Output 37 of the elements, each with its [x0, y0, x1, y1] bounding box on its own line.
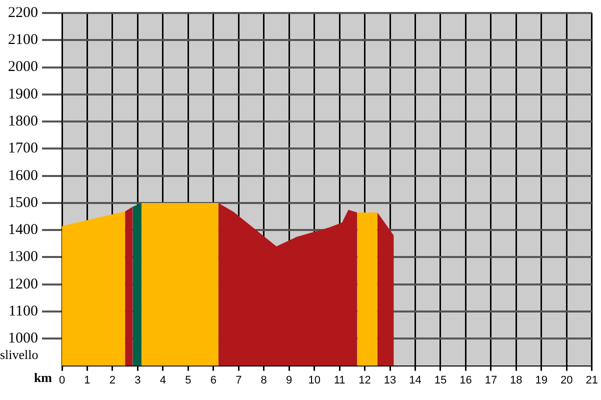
x-tick-label: 4: [160, 374, 166, 386]
x-tick-label: 16: [460, 374, 472, 386]
y-tick-label: 2200: [8, 4, 38, 21]
x-tick-label: 19: [535, 374, 548, 386]
x-tick-label: 12: [358, 374, 371, 386]
y-tick-label: 1200: [8, 276, 38, 292]
x-tick-label: 2: [109, 374, 116, 386]
x-tick-label: 10: [308, 374, 320, 386]
y-tick-label: 2000: [8, 59, 38, 76]
x-tick-label: 11: [334, 374, 346, 386]
x-tick-label: 3: [134, 374, 141, 386]
x-tick-label: 15: [434, 374, 447, 386]
y-axis-title: slivello: [0, 347, 38, 362]
y-tick-label: 2100: [8, 32, 38, 48]
x-tick-label: 17: [484, 374, 498, 386]
x-tick-label: 1: [84, 374, 90, 386]
x-tick-label: 5: [185, 374, 192, 386]
x-tick-label: 7: [236, 374, 242, 386]
y-tick-label: 1600: [8, 168, 38, 184]
x-tick-label: 6: [210, 374, 216, 386]
y-tick-label: 1400: [8, 222, 38, 238]
x-axis-title: km: [34, 370, 52, 386]
x-tick-label: 14: [409, 374, 422, 386]
y-tick-label: 1300: [8, 249, 38, 266]
y-tick-label: 1800: [8, 113, 38, 130]
y-tick-label: 1100: [8, 303, 38, 320]
x-tick-label: 8: [260, 374, 267, 386]
x-tick-label: 20: [560, 374, 573, 386]
y-tick-label: 1500: [8, 194, 38, 211]
x-tick-label: 0: [58, 374, 66, 386]
y-tick-label: 1000: [8, 330, 38, 347]
x-tick-label: 21: [586, 374, 598, 386]
x-tick-label: 18: [510, 374, 522, 386]
x-tick-label: 9: [286, 374, 292, 386]
y-tick-label: 1700: [8, 140, 38, 157]
x-tick-label: 13: [384, 374, 396, 386]
y-tick-label: 1900: [8, 86, 38, 102]
